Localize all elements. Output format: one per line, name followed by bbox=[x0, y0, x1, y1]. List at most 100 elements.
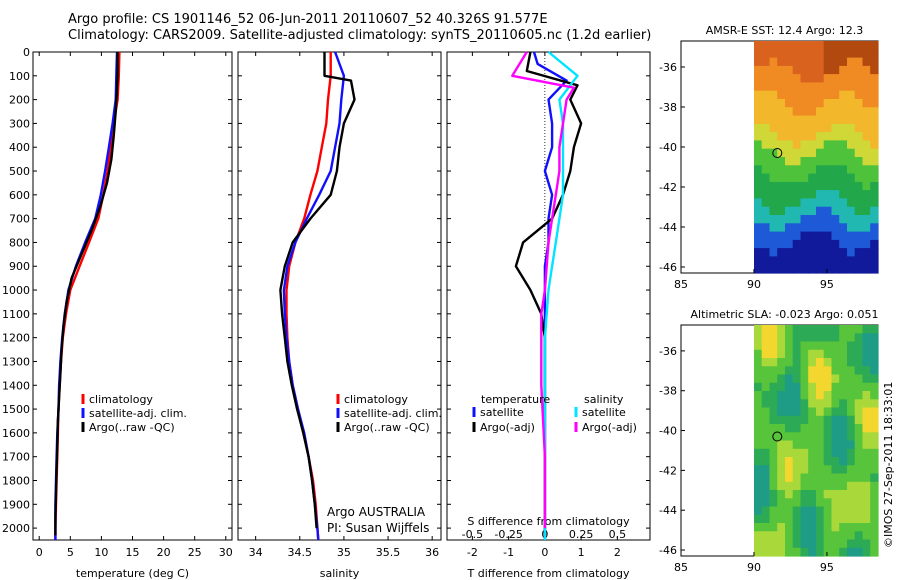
depth-tick-label: 1100 bbox=[2, 308, 30, 321]
sst_map-cell bbox=[808, 115, 817, 125]
depth-tick-label: 0 bbox=[23, 46, 30, 59]
sst_map-cell bbox=[839, 264, 848, 274]
sst_map-argo-marker bbox=[772, 148, 783, 158]
sla_map-cell bbox=[839, 432, 848, 442]
sst_map-cell bbox=[808, 248, 817, 257]
legend-title-salinity: salinity bbox=[584, 393, 624, 406]
sst_map-cell bbox=[800, 123, 809, 133]
sla_map-cell bbox=[862, 498, 871, 508]
sla_map-cell bbox=[808, 531, 817, 541]
sst_map-cell bbox=[823, 206, 833, 216]
sst_map-cell bbox=[808, 190, 817, 199]
sla_map-cell bbox=[785, 325, 794, 334]
sst_map-cell bbox=[870, 148, 879, 158]
sst_map-cell bbox=[785, 215, 794, 224]
sla_map-cell bbox=[839, 490, 848, 499]
sla_map-cell bbox=[769, 374, 778, 384]
sst_map-cell bbox=[862, 148, 871, 158]
sst_map-cell bbox=[854, 239, 864, 249]
sst_map-cell bbox=[785, 57, 794, 67]
sst_map-cell bbox=[839, 148, 848, 158]
difference-xtick-label: 0 bbox=[541, 546, 548, 559]
sla_map-cell bbox=[808, 473, 817, 483]
sst_map-cell bbox=[854, 215, 864, 224]
sla_map-cell bbox=[777, 465, 786, 475]
sla_map-cell bbox=[839, 448, 848, 458]
sst_map-cell bbox=[800, 157, 809, 166]
sla_map-cell bbox=[761, 514, 771, 524]
sst_map-cell bbox=[862, 173, 871, 183]
sst_map-cell bbox=[816, 198, 825, 208]
sla_map-cell bbox=[854, 473, 864, 483]
sla_map-cell bbox=[823, 457, 833, 466]
sla_map-cell bbox=[800, 547, 809, 557]
sst_map-cell bbox=[862, 198, 871, 208]
sst_map-cell bbox=[816, 165, 825, 175]
sst_map-cell bbox=[785, 223, 794, 233]
salinity-xtick-label: 34 bbox=[249, 546, 263, 559]
sst_map-cell bbox=[831, 115, 840, 125]
depth-tick-label: 600 bbox=[9, 189, 30, 202]
sst_map-cell bbox=[800, 65, 809, 75]
sla_map-cell bbox=[831, 415, 840, 425]
sla_map-cell bbox=[870, 440, 879, 450]
sst_map-cell bbox=[854, 41, 864, 50]
sla_map-cell bbox=[847, 407, 856, 417]
sla_map-cell bbox=[754, 465, 763, 475]
sst_map-cell bbox=[754, 190, 763, 199]
sst_map-cell bbox=[785, 132, 794, 141]
sst_map-cell bbox=[831, 165, 840, 175]
sla_map-cell bbox=[870, 531, 879, 541]
depth-tick-label: 2000 bbox=[2, 522, 30, 535]
sla_map-cell bbox=[816, 514, 825, 524]
sla_map-cell bbox=[854, 440, 864, 450]
sst_map-cell bbox=[792, 82, 802, 92]
sla_map-cell bbox=[862, 391, 871, 400]
sst_map-cell bbox=[792, 264, 802, 274]
sst_map-cell bbox=[831, 140, 840, 150]
sla_map-cell bbox=[754, 506, 763, 516]
sla_map-cell bbox=[847, 448, 856, 458]
sst_map-cell bbox=[823, 190, 833, 199]
sla_map-cell bbox=[769, 490, 778, 499]
sst_map-cell bbox=[839, 107, 848, 117]
sst_map-cell bbox=[808, 206, 817, 216]
sla_map-cell bbox=[854, 358, 864, 367]
sla_map-cell bbox=[823, 539, 833, 549]
sla_map-cell bbox=[839, 374, 848, 384]
sst_map-cell bbox=[792, 173, 802, 183]
sst_map-cell bbox=[808, 99, 817, 108]
sla_map-cell bbox=[823, 523, 833, 532]
sst_map-cell bbox=[870, 90, 879, 100]
depth-tick-label: 1400 bbox=[2, 379, 30, 392]
sst_map-cell bbox=[839, 123, 848, 133]
sla_map-cell bbox=[847, 473, 856, 483]
sla_map-cell bbox=[777, 341, 786, 351]
sla_map-cell bbox=[754, 325, 763, 334]
sst_map-cell bbox=[754, 215, 763, 224]
sla_map-cell bbox=[761, 523, 771, 532]
sst_map-cell bbox=[847, 49, 856, 59]
sst_map-cell bbox=[847, 165, 856, 175]
sst_map-cell bbox=[761, 206, 771, 216]
sst_map-cell bbox=[761, 165, 771, 175]
sla_map-cell bbox=[823, 448, 833, 458]
sst_map-cell bbox=[761, 239, 771, 249]
sla_map-cell bbox=[862, 358, 871, 367]
sla_map-cell bbox=[785, 506, 794, 516]
sst_map-cell bbox=[823, 57, 833, 67]
sst_map-cell bbox=[839, 223, 848, 233]
sla_map-cell bbox=[777, 374, 786, 384]
sst_map-cell bbox=[847, 123, 856, 133]
sst_map-cell bbox=[816, 90, 825, 100]
sst_map-cell bbox=[808, 65, 817, 75]
sla_map-cell bbox=[816, 358, 825, 367]
sla_map-cell bbox=[785, 341, 794, 351]
sst_map-cell bbox=[823, 107, 833, 117]
sst_map-cell bbox=[839, 140, 848, 150]
sst_map-cell bbox=[808, 123, 817, 133]
sla_map-cell bbox=[785, 358, 794, 367]
sst_map-cell bbox=[831, 256, 840, 266]
sla_map-cell bbox=[800, 531, 809, 541]
sla_map-cell bbox=[847, 399, 856, 409]
